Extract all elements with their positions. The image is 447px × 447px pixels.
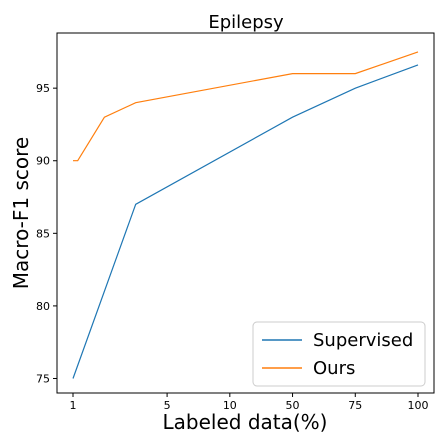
y-axis-ticks: 75 80 85 90 95 xyxy=(36,82,57,385)
y-axis-title: Macro-F1 score xyxy=(9,137,33,289)
y-tick-label: 95 xyxy=(36,82,50,95)
x-axis-ticks: 1 5 10 50 75 100 xyxy=(70,393,429,412)
x-tick-label: 75 xyxy=(348,399,362,412)
series-layer xyxy=(72,51,419,379)
x-tick-label: 100 xyxy=(408,399,429,412)
series-line-supervised xyxy=(72,64,419,379)
x-tick-label: 5 xyxy=(164,399,171,412)
chart-title: Epilepsy xyxy=(208,12,284,33)
y-tick-label: 75 xyxy=(36,372,50,385)
legend: Supervised Ours xyxy=(252,321,426,387)
y-tick-label: 80 xyxy=(36,300,50,313)
legend-label-supervised: Supervised xyxy=(313,330,413,351)
x-tick-label: 50 xyxy=(286,399,300,412)
legend-box xyxy=(252,321,426,387)
y-tick-label: 85 xyxy=(36,227,50,240)
legend-label-ours: Ours xyxy=(313,358,355,379)
x-tick-label: 1 xyxy=(70,399,77,412)
y-tick-label: 90 xyxy=(36,155,50,168)
series-line-ours xyxy=(73,51,419,162)
x-axis-title: Labeled data(%) xyxy=(163,410,328,434)
x-tick-label: 10 xyxy=(223,399,237,412)
